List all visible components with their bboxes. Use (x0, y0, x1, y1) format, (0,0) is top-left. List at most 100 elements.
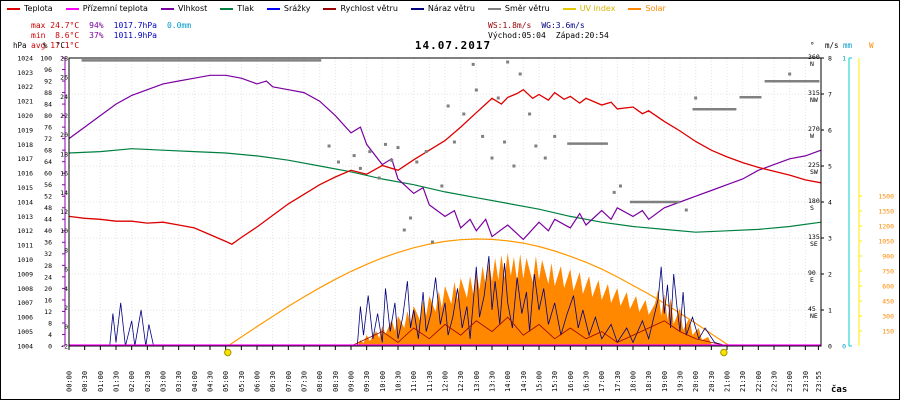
gridlines (69, 58, 821, 346)
svg-text:1006: 1006 (17, 314, 33, 322)
svg-text:22: 22 (60, 112, 68, 120)
svg-text:SE: SE (810, 240, 818, 248)
svg-text:900: 900 (882, 252, 894, 260)
svg-text:92: 92 (44, 77, 52, 85)
legend-label: Přízemní teplota (82, 4, 148, 13)
svg-text:1012: 1012 (17, 227, 33, 235)
axis-w: W 150 300 450 600 750 900 1050 1200 1350 1500 (858, 41, 894, 346)
svg-text:270: 270 (808, 125, 820, 133)
legend: Teplota Přízemní teplota Vlhkost Tlak Srážky… (7, 4, 666, 13)
legend-label: UV index (579, 4, 616, 13)
axis-ms: m/s 0 1 2 3 4 5 6 7 8 (825, 41, 839, 350)
svg-text:10:00: 10:00 (379, 371, 387, 392)
svg-text:52: 52 (44, 193, 52, 201)
svg-text:02:30: 02:30 (144, 371, 152, 392)
svg-text:11:00: 11:00 (410, 371, 418, 392)
svg-text:mm: mm (843, 41, 853, 50)
svg-text:20: 20 (44, 285, 52, 293)
legend-item-tlak: Tlak (220, 4, 254, 13)
svg-text:23:55: 23:55 (815, 371, 823, 392)
svg-text:0: 0 (842, 342, 846, 350)
legend-item-rychlost-vetru: Rychlost větru (323, 4, 398, 13)
svg-text:84: 84 (44, 100, 52, 108)
svg-text:1024: 1024 (17, 54, 33, 62)
svg-text:14:30: 14:30 (520, 371, 528, 392)
svg-text:10:30: 10:30 (395, 371, 403, 392)
svg-text:21:30: 21:30 (739, 371, 747, 392)
svg-text:12:00: 12:00 (442, 371, 450, 392)
svg-text:600: 600 (882, 282, 894, 290)
svg-text:16: 16 (60, 170, 68, 178)
svg-text:S: S (810, 204, 814, 212)
legend-item-srazky: Srážky (266, 4, 310, 13)
svg-text:1018: 1018 (17, 141, 33, 149)
svg-text:24: 24 (60, 93, 68, 101)
wind-speed: WS:1.8m/s (488, 21, 532, 30)
svg-text:88: 88 (44, 89, 52, 97)
svg-text:100: 100 (40, 54, 52, 62)
svg-text:1015: 1015 (17, 184, 33, 192)
svg-text:1200: 1200 (878, 222, 894, 230)
svg-text:1008: 1008 (17, 285, 33, 293)
svg-text:-2: -2 (60, 342, 68, 350)
svg-text:300: 300 (882, 312, 894, 320)
vlhkost-swatch-icon (160, 7, 174, 10)
rychlost-vetru-swatch-icon (323, 7, 337, 10)
svg-text:22:00: 22:00 (755, 371, 763, 392)
svg-text:E: E (810, 276, 814, 284)
max-temperature: max 24.7°C (31, 21, 80, 30)
svg-text:8: 8 (828, 54, 832, 62)
svg-text:12: 12 (60, 208, 68, 216)
svg-text:4: 4 (64, 285, 68, 293)
svg-text:225: 225 (808, 161, 820, 169)
min-temperature: min 8.6°C (31, 31, 80, 40)
svg-text:04:00: 04:00 (191, 371, 199, 392)
svg-text:6: 6 (64, 266, 68, 274)
svg-text:750: 750 (882, 267, 894, 275)
series-rychlost-vetru (69, 316, 821, 347)
svg-text:13:00: 13:00 (473, 371, 481, 392)
svg-text:21:00: 21:00 (724, 371, 732, 392)
svg-text:72: 72 (44, 135, 52, 143)
legend-label: Teplota (24, 4, 53, 13)
axis-pct: %048121620242832364044485256606468727680… (40, 41, 66, 350)
svg-text:18: 18 (60, 150, 68, 158)
svg-text:19:00: 19:00 (661, 371, 669, 392)
svg-text:1011: 1011 (17, 242, 33, 250)
svg-text:0: 0 (64, 323, 68, 331)
svg-text:56: 56 (44, 181, 52, 189)
svg-text:15:00: 15:00 (536, 371, 544, 392)
svg-text:1050: 1050 (878, 237, 894, 245)
min-humidity: 37% (89, 31, 104, 40)
prizemni-teplota-swatch-icon (65, 7, 79, 10)
series-teplota (68, 88, 822, 245)
max-pressure: 1017.7hPa (113, 21, 157, 30)
svg-text:11:30: 11:30 (426, 371, 434, 392)
series-naraz-vetru (69, 255, 821, 347)
svg-text:m/s: m/s (825, 41, 839, 50)
svg-text:64: 64 (44, 158, 52, 166)
legend-label: Rychlost větru (340, 4, 398, 13)
stats-row: Východ:05:04 Západ:20:54 (488, 31, 619, 41)
svg-text:6: 6 (828, 126, 832, 134)
axis-mm: mm 0 1 (842, 41, 852, 350)
legend-item-vlhkost: Vlhkost (160, 4, 207, 13)
svg-text:14: 14 (60, 189, 68, 197)
svg-text:16: 16 (44, 296, 52, 304)
svg-text:15:30: 15:30 (551, 371, 559, 392)
naraz-vetru-swatch-icon (410, 7, 424, 10)
svg-text:20:00: 20:00 (692, 371, 700, 392)
svg-text:%: % (43, 41, 48, 50)
stats-row: max 24.7°C 94% 1017.7hPa 0.0mm (31, 21, 201, 31)
svg-text:08:30: 08:30 (332, 371, 340, 392)
svg-text:05:00: 05:00 (222, 371, 230, 392)
svg-text:1004: 1004 (17, 342, 33, 350)
sunrise-icon (224, 348, 232, 357)
legend-item-smer-vetru: Směr větru (487, 4, 550, 13)
svg-text:NE: NE (810, 312, 818, 320)
svg-text:1019: 1019 (17, 126, 33, 134)
wind-gust: WG:3.6m/s (541, 21, 585, 30)
svg-text:0: 0 (828, 342, 832, 350)
